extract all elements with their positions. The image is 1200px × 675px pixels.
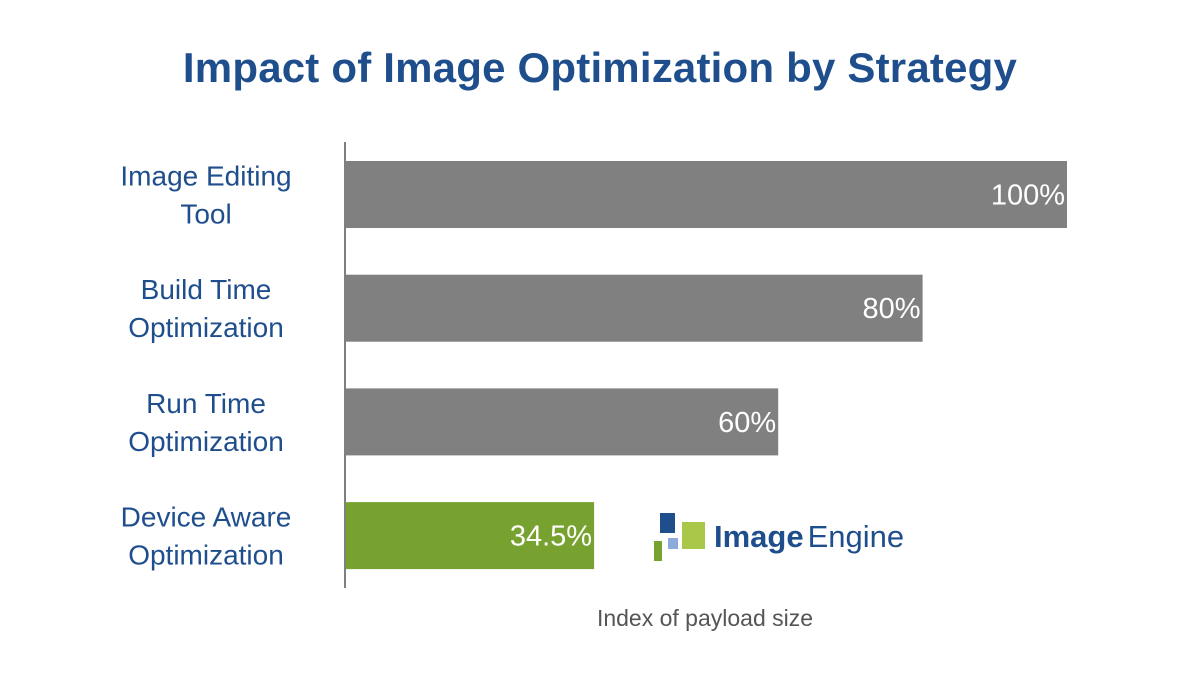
category-label: Image Editing bbox=[120, 161, 291, 192]
category-label: Run Time bbox=[146, 388, 266, 419]
logo-square-light-blue bbox=[668, 538, 678, 549]
x-axis-label: Index of payload size bbox=[596, 605, 814, 631]
bar-value-label: 100% bbox=[991, 180, 1065, 212]
image-engine-logo-icon bbox=[654, 513, 705, 561]
category-label: Build Time bbox=[141, 274, 272, 305]
bar bbox=[345, 388, 779, 456]
bar bbox=[345, 274, 923, 342]
category-label: Device Aware bbox=[121, 502, 292, 533]
logo-square-light-green bbox=[682, 522, 705, 549]
category-label: Optimization bbox=[128, 426, 284, 457]
category-label: Tool bbox=[180, 199, 231, 230]
bar bbox=[345, 502, 595, 570]
bar-value-label: 34.5% bbox=[510, 521, 592, 553]
category-label: Optimization bbox=[128, 312, 284, 343]
logo-word-engine: Engine bbox=[807, 519, 905, 554]
image-engine-logo: Image Engine bbox=[654, 513, 904, 561]
bar-value-label: 80% bbox=[863, 293, 921, 325]
chart-title: Impact of Image Optimization by Strategy bbox=[182, 44, 1018, 91]
logo-text: Image Engine bbox=[714, 519, 904, 555]
bar bbox=[345, 161, 1067, 228]
bar-value-label: 60% bbox=[718, 407, 776, 439]
logo-word-image: Image bbox=[714, 519, 804, 554]
logo-square-dark-blue bbox=[660, 513, 675, 533]
category-label: Optimization bbox=[128, 540, 284, 571]
logo-square-green bbox=[654, 541, 662, 561]
